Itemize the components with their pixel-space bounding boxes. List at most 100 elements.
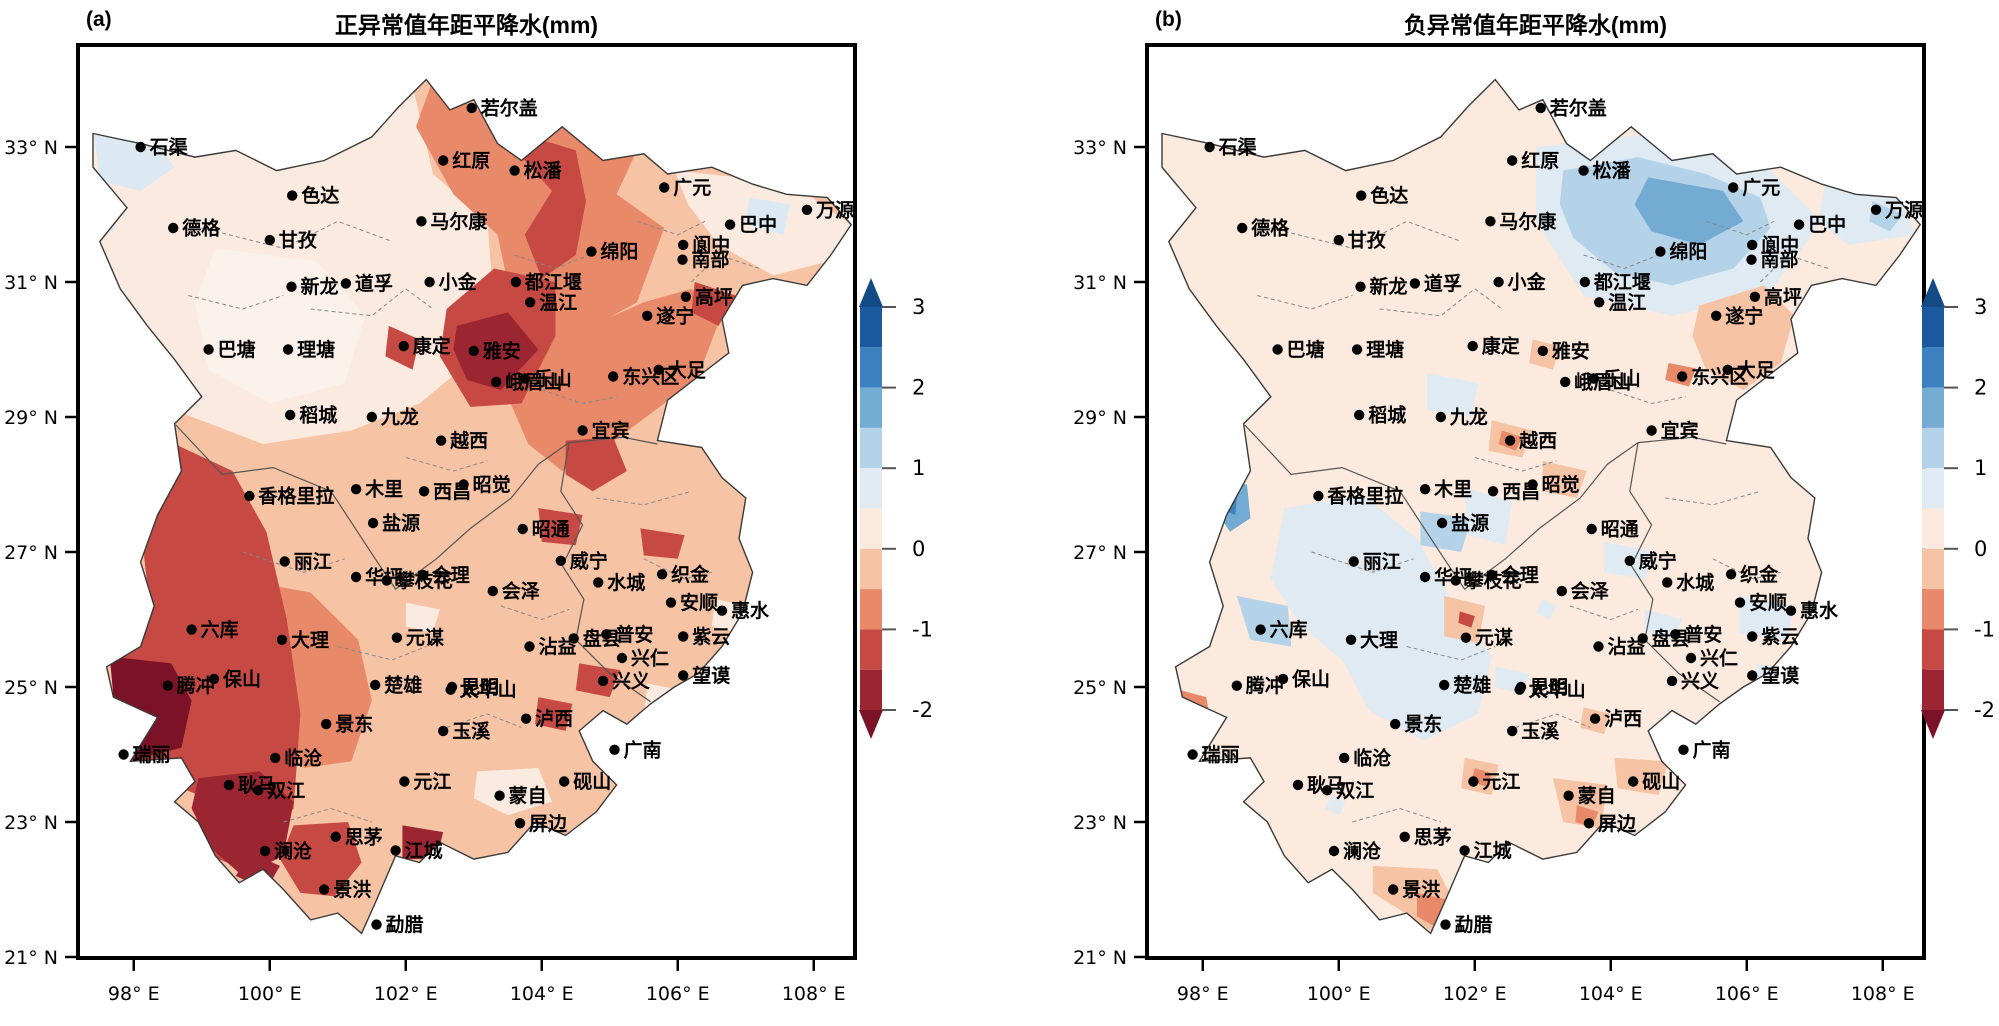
colorbar-tick-label: 2 bbox=[912, 376, 925, 400]
internal-boundary bbox=[1244, 424, 1639, 590]
region-outline bbox=[92, 78, 853, 935]
anomaly-patch bbox=[1325, 795, 1346, 816]
station-label: 新龙 bbox=[301, 275, 339, 298]
station-label: 德格 bbox=[1251, 217, 1290, 240]
station-label: 会理 bbox=[1501, 564, 1539, 587]
station-label: 阆中 bbox=[692, 233, 730, 256]
anomaly-patch bbox=[195, 248, 365, 404]
x-axis-tick-label: 106° E bbox=[646, 983, 710, 1005]
station-label: 兴义 bbox=[1681, 670, 1719, 692]
station-dot bbox=[208, 673, 220, 685]
colorbar-tick-label: 3 bbox=[912, 295, 925, 319]
station-dot bbox=[1514, 684, 1525, 695]
station-dot bbox=[1722, 364, 1733, 375]
station-label: 若尔盖 bbox=[481, 96, 538, 119]
station-dot bbox=[1231, 680, 1243, 691]
colorbar-tick-label: 2 bbox=[1974, 376, 1987, 400]
station-dot bbox=[1589, 713, 1601, 724]
station-dot bbox=[1728, 182, 1739, 193]
station-dot bbox=[1345, 634, 1357, 645]
station-dot bbox=[1356, 190, 1367, 201]
station-label: 会泽 bbox=[502, 580, 540, 603]
station-label: 都江堰 bbox=[524, 272, 582, 294]
station-dot bbox=[678, 631, 689, 642]
station-label: 兴仁 bbox=[1700, 647, 1738, 670]
colorbar-tick-label: 0 bbox=[1974, 537, 1987, 561]
station-dot bbox=[319, 884, 330, 895]
station-dot bbox=[1725, 569, 1737, 580]
internal-boundary bbox=[337, 646, 427, 661]
station-label: 宜宾 bbox=[592, 419, 630, 442]
colorbar-segment bbox=[860, 629, 882, 670]
anomaly-patch bbox=[745, 197, 790, 235]
colorbar-segment bbox=[1922, 387, 1944, 428]
station-label: 瑞丽 bbox=[1202, 743, 1240, 766]
station-label: 盐源 bbox=[382, 512, 420, 535]
internal-boundary bbox=[1712, 558, 1781, 580]
station-dot bbox=[678, 239, 689, 251]
station-label: 会理 bbox=[432, 564, 470, 587]
station-dot bbox=[445, 684, 456, 695]
station-label: 普安 bbox=[1684, 623, 1722, 646]
station-dot bbox=[381, 575, 392, 586]
station-label: 马尔康 bbox=[430, 210, 488, 233]
y-axis-tick-label: 23° N bbox=[1073, 812, 1127, 834]
station-label: 乐山 bbox=[1603, 368, 1641, 390]
anomaly-patch bbox=[453, 312, 539, 390]
station-label: 绵阳 bbox=[600, 240, 638, 263]
internal-boundary bbox=[1379, 288, 1503, 317]
station-label: 木里 bbox=[1433, 478, 1472, 501]
station-label: 丽江 bbox=[294, 551, 332, 573]
station-label: 昆明 bbox=[1530, 677, 1568, 699]
station-dot bbox=[1292, 779, 1304, 791]
y-axis-tick-label: 33° N bbox=[4, 137, 58, 159]
station-dot bbox=[340, 278, 352, 289]
station-label: 勐腊 bbox=[1455, 914, 1493, 936]
y-axis-tick-label: 25° N bbox=[1073, 677, 1127, 699]
station-label: 理塘 bbox=[1366, 338, 1404, 361]
station-label: 石渠 bbox=[149, 136, 188, 159]
station-label: 万源 bbox=[1884, 198, 1923, 221]
station-dot bbox=[398, 340, 409, 352]
station-dot bbox=[1586, 523, 1597, 535]
station-dot bbox=[1440, 919, 1451, 930]
colorbar-tick-label: -1 bbox=[912, 617, 933, 641]
station-label: 小金 bbox=[1508, 271, 1547, 294]
y-axis-tick-label: 21° N bbox=[1073, 947, 1127, 969]
station-dot bbox=[514, 818, 526, 829]
station-label: 温江 bbox=[539, 292, 577, 314]
station-label: 遂宁 bbox=[656, 304, 694, 327]
anomaly-patch bbox=[1464, 487, 1513, 546]
internal-boundary bbox=[1610, 389, 1686, 405]
station-label: 都江堰 bbox=[1593, 272, 1651, 294]
station-label: 雅安 bbox=[1552, 339, 1590, 362]
station-label: 越西 bbox=[449, 429, 488, 452]
station-dot bbox=[1588, 373, 1600, 384]
station-label: 雅安 bbox=[483, 339, 521, 362]
station-label: 德格 bbox=[182, 217, 221, 240]
station-label: 双江 bbox=[267, 780, 305, 802]
station-dot bbox=[1527, 479, 1538, 490]
station-dot bbox=[1563, 790, 1574, 801]
x-axis-tick-label: 106° E bbox=[1715, 983, 1779, 1005]
internal-boundary bbox=[596, 490, 692, 506]
station-label: 昭通 bbox=[1601, 519, 1640, 541]
station-label: 江城 bbox=[405, 839, 443, 862]
station-dot bbox=[524, 641, 535, 652]
colorbar-tick-label: 0 bbox=[912, 537, 925, 561]
colorbar-segment bbox=[1922, 548, 1944, 590]
internal-boundary bbox=[514, 254, 590, 270]
station-label: 惠水 bbox=[1800, 600, 1839, 622]
station-dot bbox=[1535, 102, 1546, 114]
station-label: 遂宁 bbox=[1725, 304, 1763, 327]
station-label: 景洪 bbox=[1402, 879, 1440, 901]
internal-boundary bbox=[1515, 713, 1591, 728]
x-axis-tick-label: 104° E bbox=[1579, 983, 1643, 1005]
station-label: 香格里拉 bbox=[257, 485, 334, 508]
station-label: 瑞丽 bbox=[133, 743, 171, 766]
colorbar-segment bbox=[1922, 508, 1944, 549]
internal-boundary bbox=[201, 220, 393, 249]
station-dot bbox=[1504, 435, 1516, 446]
